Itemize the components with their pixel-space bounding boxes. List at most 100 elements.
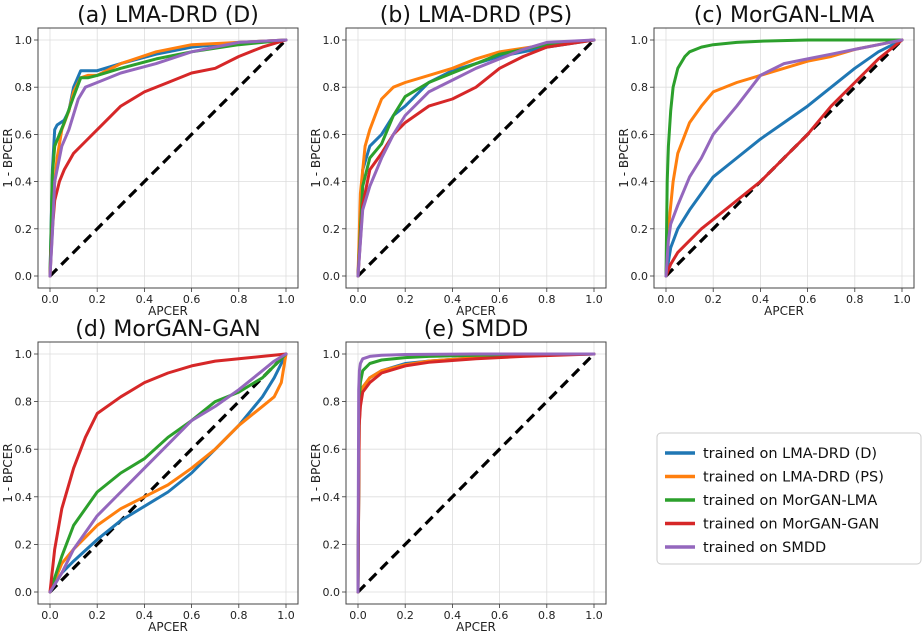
series-line-lma-drd-d	[48, 352, 288, 594]
panel-title: (b) LMA-DRD (PS)	[380, 3, 572, 28]
y-tick-label: 0.8	[15, 81, 33, 94]
y-tick-label: 0.0	[631, 270, 649, 283]
x-tick-label: 0.4	[136, 609, 154, 622]
y-tick-label: 0.8	[15, 396, 33, 409]
x-tick-label: 0.6	[183, 609, 201, 622]
legend-label: trained on LMA-DRD (PS)	[703, 470, 884, 486]
y-tick-label: 0.6	[631, 128, 649, 141]
x-tick-label: 0.0	[41, 293, 59, 306]
series-line-smdd	[356, 352, 596, 594]
series-line-smdd	[48, 38, 288, 278]
x-tick-label: 0.2	[88, 609, 106, 622]
y-tick-label: 0.2	[15, 223, 33, 236]
y-tick-label: 0.0	[15, 586, 33, 599]
panel-b-lma-drd-ps: 0.0 0.2 0.4 0.6 0.8 1.0 0.0 0.2 0.4 0.6 0.8 1.0 (b) …	[309, 3, 607, 318]
y-tick-label: 0.8	[631, 81, 649, 94]
chance-line	[356, 38, 596, 278]
plot-frame	[345, 341, 607, 605]
legend: trained on LMA-DRD (D) trained on LMA-DRD…	[656, 432, 922, 565]
x-tick-label: 0.0	[349, 609, 367, 622]
x-tick-label: 1.0	[585, 293, 603, 306]
legend-label: trained on SMDD	[703, 540, 826, 556]
x-tick-label: 0.4	[444, 609, 462, 622]
x-axis-label: APCER	[456, 304, 496, 318]
series-line-morgan-gan	[356, 38, 596, 278]
y-tick-label: 0.6	[15, 443, 33, 456]
panel-d-morgan-gan: 0.0 0.2 0.4 0.6 0.8 1.0 0.0 0.2 0.4 0.6 0.8 1.0 (d) …	[1, 317, 299, 632]
series-line-morgan-gan	[664, 38, 904, 278]
legend-entry-morgan-gan: trained on MorGAN-GAN	[665, 517, 879, 533]
plot-frame	[345, 27, 607, 289]
x-axis-label: APCER	[148, 620, 188, 632]
x-tick-label: 0.2	[396, 609, 414, 622]
series-line-smdd	[664, 38, 904, 278]
series-line-smdd	[48, 352, 288, 594]
y-tick-label: 1.0	[15, 348, 33, 361]
legend-label: trained on MorGAN-GAN	[703, 517, 879, 533]
x-tick-label: 0.2	[704, 293, 722, 306]
x-tick-label: 1.0	[277, 293, 295, 306]
y-tick-label: 1.0	[323, 34, 341, 47]
panel-e-smdd: 0.0 0.2 0.4 0.6 0.8 1.0 0.0 0.2 0.4 0.6 0.8 1.0 (e) …	[309, 317, 607, 632]
plot-frame	[37, 27, 299, 289]
series-line-morgan-lma	[356, 38, 596, 278]
x-tick-label: 1.0	[893, 293, 911, 306]
series-line-morgan-lma	[48, 352, 288, 594]
chance-line	[48, 352, 288, 594]
x-tick-label: 0.6	[183, 293, 201, 306]
series-line-morgan-lma	[664, 38, 904, 278]
y-tick-label: 0.0	[323, 586, 341, 599]
legend-entry-lma-drd-d: trained on LMA-DRD (D)	[665, 446, 877, 462]
x-axis-label: APCER	[764, 304, 804, 318]
y-axis-label: 1 - BPCER	[309, 443, 323, 502]
x-tick-label: 1.0	[277, 609, 295, 622]
y-tick-label: 0.4	[15, 176, 33, 189]
y-tick-label: 0.6	[323, 443, 341, 456]
x-tick-label: 0.6	[799, 293, 817, 306]
x-tick-label: 0.2	[396, 293, 414, 306]
chance-line	[356, 352, 596, 594]
x-tick-label: 0.0	[41, 609, 59, 622]
plot-frame	[653, 27, 915, 289]
plot-frame	[37, 341, 299, 605]
panel-title: (c) MorGAN-LMA	[694, 3, 875, 28]
x-tick-label: 0.6	[491, 293, 509, 306]
x-tick-label: 0.8	[846, 293, 864, 306]
series-line-lma-drd-ps	[356, 38, 596, 278]
y-tick-label: 0.8	[323, 396, 341, 409]
y-axis-label: 1 - BPCER	[1, 128, 15, 187]
x-axis-label: APCER	[148, 304, 188, 318]
panel-title: (d) MorGAN-GAN	[75, 317, 260, 342]
y-tick-label: 1.0	[15, 34, 33, 47]
y-axis-label: 1 - BPCER	[309, 128, 323, 187]
y-tick-label: 0.2	[323, 538, 341, 551]
x-tick-label: 0.0	[349, 293, 367, 306]
series-line-smdd	[356, 38, 596, 278]
y-tick-label: 0.2	[631, 223, 649, 236]
y-tick-label: 0.4	[323, 176, 341, 189]
y-tick-label: 0.4	[323, 491, 341, 504]
panel-c-morgan-lma: 0.0 0.2 0.4 0.6 0.8 1.0 0.0 0.2 0.4 0.6 0.8 1.0 (c) …	[617, 3, 915, 318]
legend-entry-smdd: trained on SMDD	[665, 540, 826, 556]
y-tick-label: 0.0	[15, 270, 33, 283]
y-tick-label: 1.0	[631, 34, 649, 47]
x-tick-label: 0.8	[538, 609, 556, 622]
x-tick-label: 0.6	[491, 609, 509, 622]
series-line-lma-drd-d	[664, 38, 904, 278]
panel-a-lma-drd-d: 0.0 0.2 0.4 0.6 0.8 1.0 0.0 0.2 0.4 0.6 0.8 1.0 (a) …	[1, 3, 299, 318]
panel-title: (a) LMA-DRD (D)	[77, 3, 259, 28]
x-tick-label: 0.4	[752, 293, 770, 306]
y-tick-label: 1.0	[323, 348, 341, 361]
y-axis-label: 1 - BPCER	[1, 443, 15, 502]
y-tick-label: 0.8	[323, 81, 341, 94]
x-tick-label: 0.0	[657, 293, 675, 306]
x-tick-label: 0.2	[88, 293, 106, 306]
y-tick-label: 0.6	[323, 128, 341, 141]
y-axis-label: 1 - BPCER	[617, 128, 631, 187]
x-tick-label: 0.4	[136, 293, 154, 306]
legend-label: trained on LMA-DRD (D)	[703, 446, 877, 462]
y-tick-label: 0.4	[631, 176, 649, 189]
panel-title: (e) SMDD	[424, 317, 529, 342]
x-tick-label: 0.4	[444, 293, 462, 306]
